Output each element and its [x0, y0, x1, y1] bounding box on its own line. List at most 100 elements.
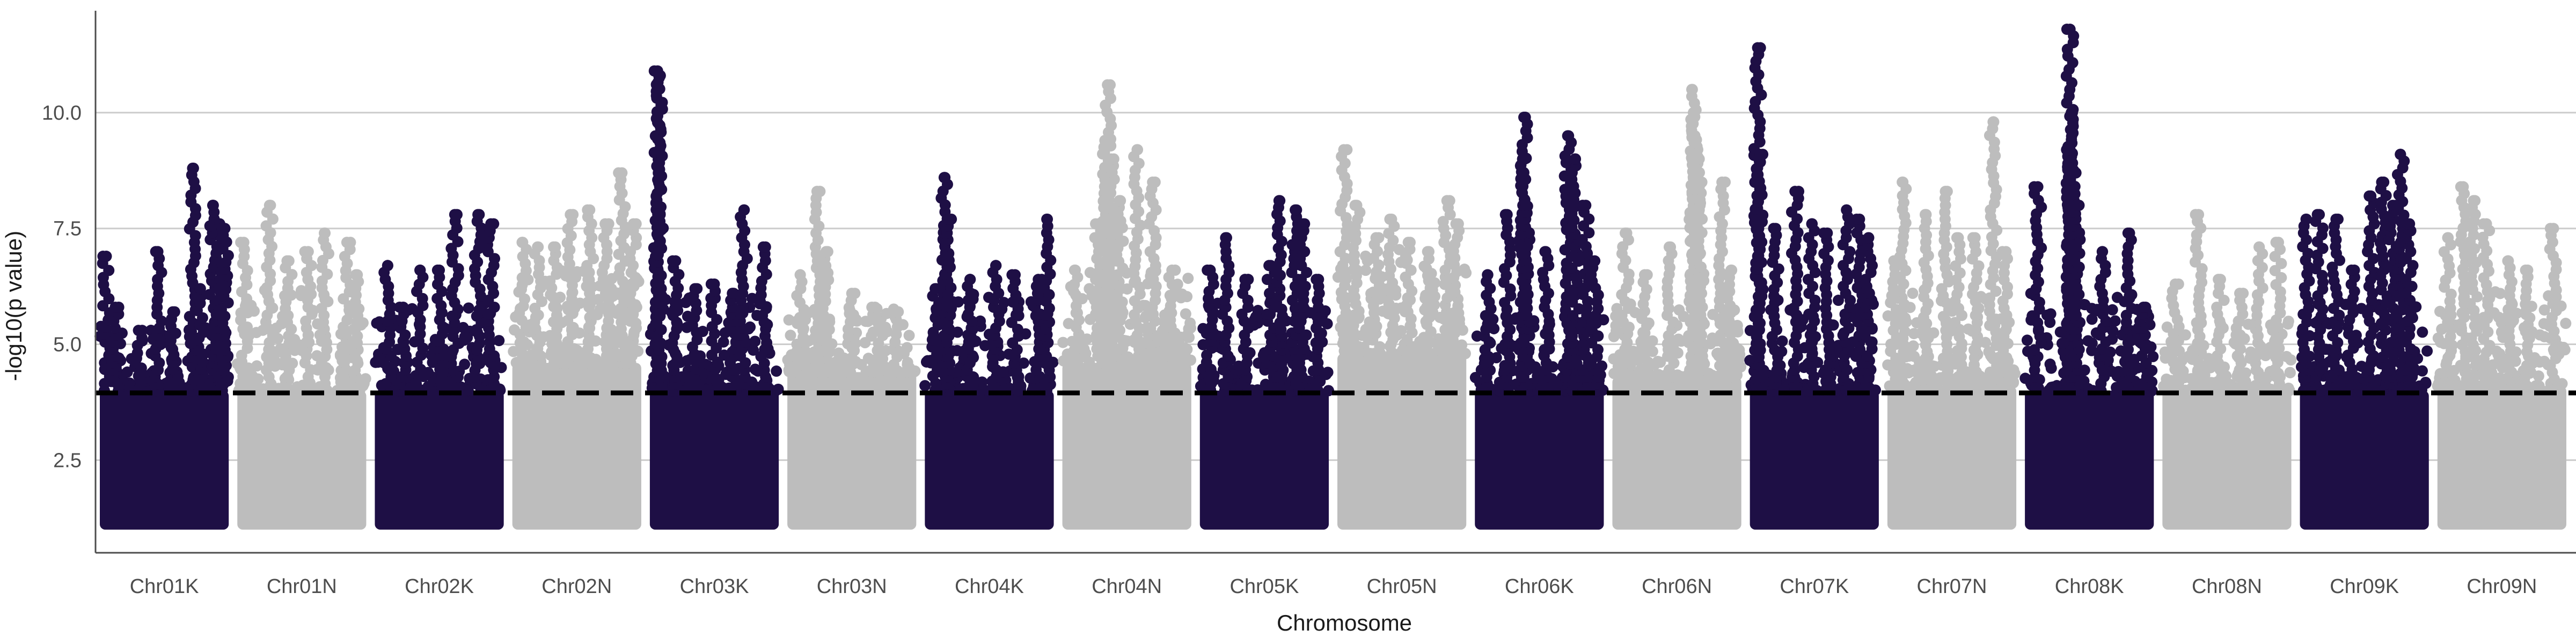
- peak-point: [1370, 232, 1382, 244]
- peak-point: [109, 301, 121, 313]
- peak-point: [1290, 204, 1301, 216]
- peak-point: [1450, 218, 1462, 230]
- peak-point: [1806, 218, 1818, 230]
- peak-point: [2032, 181, 2044, 193]
- marker-point: [1628, 370, 1640, 382]
- chromosome-Chr05K: [1195, 195, 1334, 530]
- peak-point: [194, 283, 206, 295]
- peak-point: [942, 213, 954, 225]
- peak-point: [1009, 269, 1021, 281]
- peak-point: [219, 223, 231, 235]
- peak-point: [565, 209, 576, 221]
- peak-point: [938, 172, 950, 184]
- peak-point: [1147, 176, 1159, 188]
- marker-point: [457, 321, 469, 333]
- marker-point: [902, 356, 913, 368]
- peak-point: [1754, 149, 1766, 160]
- markers-body: [787, 372, 917, 530]
- peak-point: [654, 209, 666, 221]
- peak-point: [397, 301, 409, 313]
- markers-body: [2025, 390, 2154, 530]
- peak-point: [708, 278, 720, 290]
- peak-point: [846, 288, 858, 299]
- peak-point: [341, 237, 353, 248]
- markers-body: [1475, 390, 1604, 530]
- peak-point: [485, 218, 497, 230]
- markers-body: [237, 390, 367, 530]
- peak-point: [1863, 232, 1875, 244]
- peak-point: [238, 237, 250, 248]
- chromosome-Chr07N: [1882, 116, 2021, 530]
- peak-point: [414, 264, 426, 276]
- marker-point: [631, 301, 642, 313]
- peak-point: [964, 274, 976, 286]
- peak-point: [1693, 176, 1704, 188]
- peak-point: [1351, 200, 1363, 211]
- peak-point: [757, 241, 769, 253]
- chromosome-Chr04K: [919, 172, 1059, 530]
- peak-point: [1689, 130, 1701, 142]
- chromosome-Chr06K: [1469, 112, 1609, 530]
- marker-point: [529, 303, 541, 314]
- marker-point: [1184, 317, 1196, 329]
- marker-point: [1183, 332, 1195, 343]
- marker-point: [371, 317, 383, 329]
- marker-point: [919, 380, 931, 392]
- markers-body: [649, 390, 779, 530]
- peak-point: [1897, 176, 1909, 188]
- peak-point: [1639, 269, 1650, 281]
- peak-point: [1338, 144, 1350, 156]
- peak-point: [100, 251, 112, 262]
- marker-point: [463, 302, 474, 314]
- marker-point: [1869, 384, 1881, 396]
- chromosome-Chr05N: [1332, 144, 1472, 530]
- peak-point: [689, 283, 701, 295]
- peak-point: [1841, 204, 1853, 216]
- peak-point: [1770, 223, 1782, 235]
- peak-point: [133, 325, 144, 336]
- marker-point: [1179, 348, 1191, 360]
- peak-point: [1940, 186, 1951, 197]
- marker-point: [2112, 365, 2124, 377]
- markers-body: [925, 390, 1054, 530]
- peak-point: [302, 246, 314, 258]
- markers-body: [512, 363, 641, 530]
- data-points: [94, 24, 2572, 530]
- peak-point: [627, 218, 639, 230]
- marker-point: [680, 297, 692, 309]
- marker-point: [2021, 334, 2033, 346]
- marker-point: [246, 370, 258, 382]
- peak-point: [990, 260, 1001, 272]
- marker-point: [461, 384, 473, 396]
- peak-point: [449, 209, 460, 221]
- peak-point: [1688, 107, 1700, 119]
- peak-point: [653, 70, 665, 82]
- peak-point: [794, 269, 806, 281]
- markers-body: [1887, 386, 2017, 530]
- marker-point: [1910, 377, 1922, 389]
- peak-point: [584, 204, 596, 216]
- peak-point: [350, 269, 362, 281]
- chromosome-Chr01K: [94, 163, 234, 530]
- peak-point: [1099, 135, 1111, 147]
- markers-body: [1612, 376, 1741, 530]
- peak-point: [1482, 269, 1494, 281]
- marker-point: [1776, 335, 1788, 347]
- marker-point: [2086, 313, 2098, 325]
- marker-point: [903, 330, 915, 341]
- peak-point: [1920, 209, 1932, 221]
- peak-point: [1501, 209, 1513, 221]
- peak-point: [319, 227, 331, 239]
- peak-point: [1518, 112, 1530, 123]
- chromosome-Chr07K: [1744, 42, 1881, 530]
- peak-point: [1520, 200, 1532, 211]
- marker-point: [1182, 273, 1194, 284]
- marker-point: [248, 305, 260, 317]
- peak-point: [1716, 176, 1728, 188]
- chromosome-Chr03N: [782, 186, 921, 530]
- peak-point: [820, 246, 832, 258]
- marker-point: [901, 342, 913, 354]
- peak-point: [1204, 264, 1216, 276]
- peak-point: [264, 200, 275, 211]
- peak-point: [1386, 213, 1397, 225]
